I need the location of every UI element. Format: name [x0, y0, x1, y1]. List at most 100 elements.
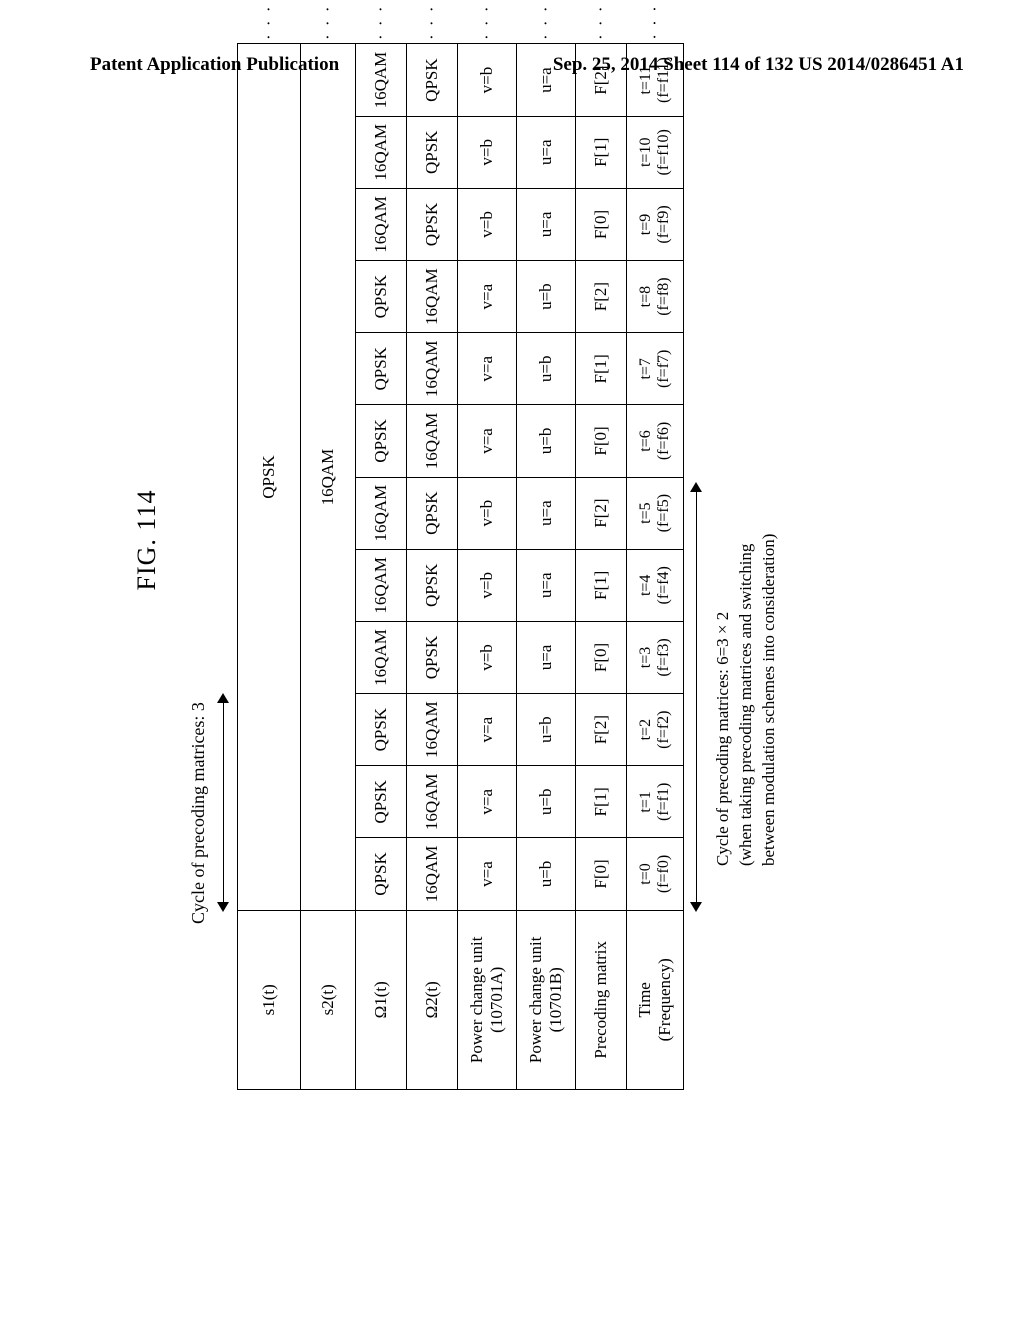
- table-cell: 16QAM: [356, 549, 407, 621]
- cycle-arrow-bottom: [686, 693, 708, 912]
- table-cell: v=a: [458, 261, 517, 333]
- table-cell: u=b: [517, 766, 576, 838]
- table-cell: 16QAM: [407, 405, 458, 477]
- table-cell: u=a: [517, 549, 576, 621]
- row-label-s2: s2(t): [301, 910, 356, 1089]
- table-cell: v=b: [458, 44, 517, 116]
- table-cell: t=3(f=f3): [627, 621, 684, 693]
- table-cell: u=b: [517, 405, 576, 477]
- row-label-precoding-matrix: Precoding matrix: [576, 910, 627, 1089]
- figure-title: FIG. 114: [132, 0, 162, 1090]
- table-cell: v=b: [458, 188, 517, 260]
- table-cell: t=7(f=f7): [627, 333, 684, 405]
- row-dots: · · ·: [356, 1, 407, 44]
- table-cell: 16QAM: [356, 477, 407, 549]
- row-dots: · · ·: [407, 1, 458, 44]
- footnote-line: Cycle of precoding matrices: 6=3 × 2: [712, 0, 735, 866]
- s1-value: QPSK: [238, 44, 301, 910]
- table-cell: F[2]: [576, 477, 627, 549]
- table-cell: u=b: [517, 694, 576, 766]
- table-cell: v=b: [458, 621, 517, 693]
- table-cell: t=6(f=f6): [627, 405, 684, 477]
- table-cell: F[0]: [576, 188, 627, 260]
- row-dots: · · ·: [458, 1, 517, 44]
- table-cell: QPSK: [356, 694, 407, 766]
- table-cell: QPSK: [407, 44, 458, 116]
- table-cell: QPSK: [407, 188, 458, 260]
- table-cell: QPSK: [407, 549, 458, 621]
- row-dots: · · ·: [576, 1, 627, 44]
- modulation-table: s1(t) QPSK · · · s2(t) 16QAM · · · Ω1(t)…: [237, 0, 684, 1090]
- table-cell: F[0]: [576, 405, 627, 477]
- table-cell: 16QAM: [356, 621, 407, 693]
- table-cell: t=9(f=f9): [627, 188, 684, 260]
- table-cell: u=b: [517, 838, 576, 910]
- table-cell: t=5(f=f5): [627, 477, 684, 549]
- table-cell: QPSK: [407, 116, 458, 188]
- s2-value: 16QAM: [301, 44, 356, 910]
- table-cell: 16QAM: [407, 261, 458, 333]
- cycle-of-precoding-label: Cycle of precoding matrices: 3: [188, 0, 209, 924]
- table-cell: QPSK: [407, 621, 458, 693]
- table-cell: v=a: [458, 838, 517, 910]
- row-label-s1: s1(t): [238, 910, 301, 1089]
- table-cell: u=a: [517, 621, 576, 693]
- table-cell: v=a: [458, 333, 517, 405]
- table-cell: u=b: [517, 261, 576, 333]
- label-line: (10701B): [546, 967, 565, 1032]
- table-cell: t=10(f=f10): [627, 116, 684, 188]
- label-line: Power change unit: [467, 937, 486, 1064]
- row-label-time-frequency: Time (Frequency): [627, 910, 684, 1089]
- figure-container: FIG. 114 Cycle of precoding matrices: 3 …: [132, 0, 892, 1090]
- table-cell: v=a: [458, 405, 517, 477]
- table-cell: u=b: [517, 333, 576, 405]
- table-cell: 16QAM: [407, 694, 458, 766]
- table-cell: QPSK: [356, 405, 407, 477]
- table-cell: QPSK: [356, 766, 407, 838]
- cycle-arrow-top: [213, 693, 235, 912]
- table-cell: 16QAM: [407, 333, 458, 405]
- footnotes: Cycle of precoding matrices: 6=3 × 2 (wh…: [712, 0, 781, 866]
- table-cell: v=a: [458, 766, 517, 838]
- table-cell: F[1]: [576, 766, 627, 838]
- table-cell: v=b: [458, 116, 517, 188]
- table-cell: F[2]: [576, 261, 627, 333]
- table-cell: t=4(f=f4): [627, 549, 684, 621]
- table-cell: F[1]: [576, 116, 627, 188]
- row-label-omega2: Ω2(t): [407, 910, 458, 1089]
- table-cell: F[0]: [576, 621, 627, 693]
- table-cell: t=0(f=f0): [627, 838, 684, 910]
- label-line: (10701A): [487, 967, 506, 1033]
- table-cell: F[2]: [576, 44, 627, 116]
- row-dots: · · ·: [627, 1, 684, 44]
- table-cell: 16QAM: [356, 116, 407, 188]
- table-cell: 16QAM: [356, 188, 407, 260]
- table-cell: 16QAM: [356, 44, 407, 116]
- label-line: Power change unit: [526, 937, 545, 1064]
- table-cell: t=2(f=f2): [627, 694, 684, 766]
- table-cell: u=a: [517, 116, 576, 188]
- table-cell: F[0]: [576, 838, 627, 910]
- table-cell: v=b: [458, 549, 517, 621]
- table-cell: u=a: [517, 477, 576, 549]
- table-cell: QPSK: [356, 333, 407, 405]
- table-cell: t=11(f=f11): [627, 44, 684, 116]
- row-dots: · · ·: [517, 1, 576, 44]
- footnote-line: between modulation schemes into consider…: [758, 0, 781, 866]
- table-cell: QPSK: [356, 261, 407, 333]
- table-cell: F[1]: [576, 549, 627, 621]
- row-label-power-unit-a: Power change unit (10701A): [458, 910, 517, 1089]
- table-cell: F[1]: [576, 333, 627, 405]
- label-line: Time: [635, 982, 654, 1017]
- footnote-line: (when taking precoding matrices and swit…: [735, 0, 758, 866]
- row-label-omega1: Ω1(t): [356, 910, 407, 1089]
- table-cell: v=b: [458, 477, 517, 549]
- row-dots: · · ·: [238, 1, 301, 44]
- table-cell: QPSK: [356, 838, 407, 910]
- table-cell: F[2]: [576, 694, 627, 766]
- table-cell: u=a: [517, 188, 576, 260]
- table-cell: t=1(f=f1): [627, 766, 684, 838]
- table-cell: u=a: [517, 44, 576, 116]
- table-cell: 16QAM: [407, 838, 458, 910]
- row-label-power-unit-b: Power change unit (10701B): [517, 910, 576, 1089]
